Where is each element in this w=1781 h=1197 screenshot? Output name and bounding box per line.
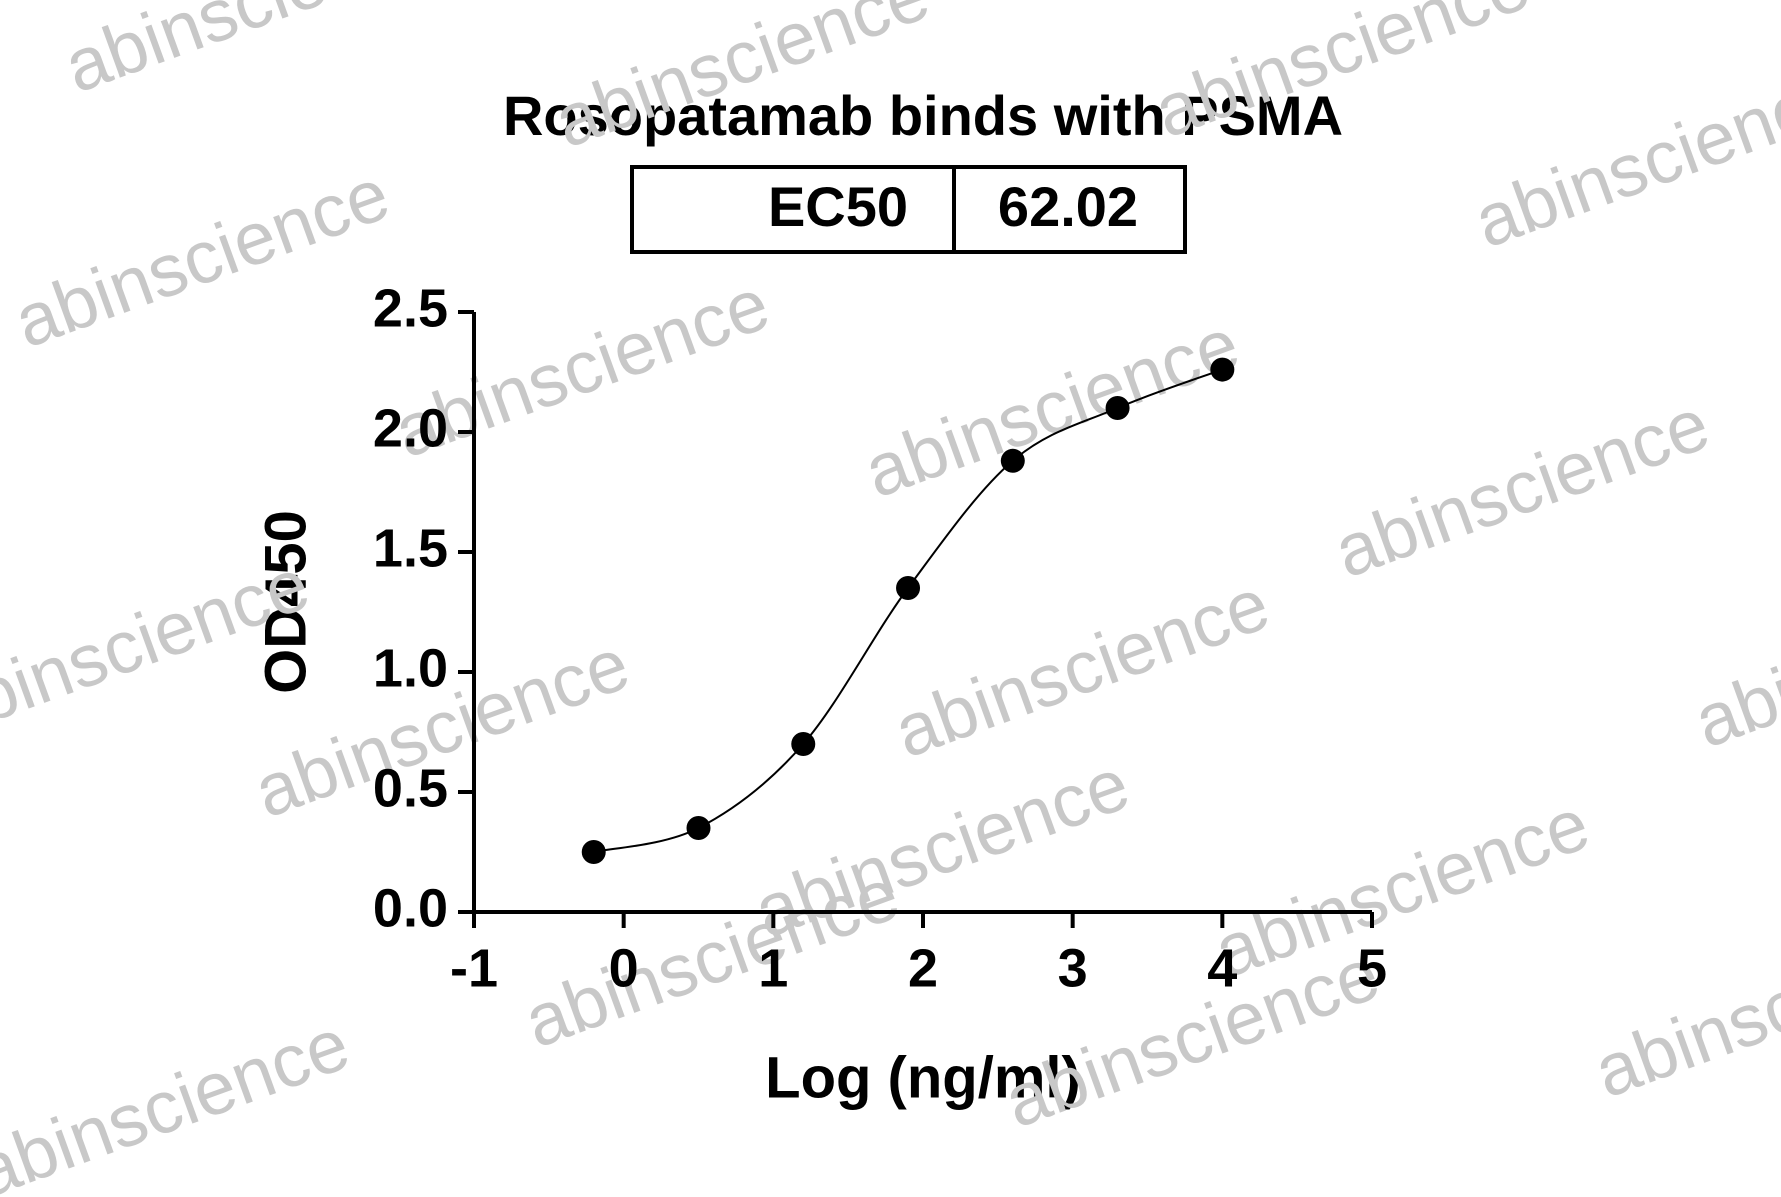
y-tick-label: 1.0 xyxy=(373,638,448,698)
x-axis-label: Log (ng/ml) xyxy=(765,1045,1081,1110)
data-point xyxy=(1210,357,1235,382)
watermark: abinscience xyxy=(1684,552,1781,764)
y-axis-label: OD450 xyxy=(253,510,318,694)
watermark: abinscience xyxy=(54,0,450,108)
y-tick-label: 1.5 xyxy=(373,518,448,578)
watermark: abinscience xyxy=(0,1002,359,1197)
x-tick-label: 4 xyxy=(1207,938,1237,998)
y-tick-label: 0.0 xyxy=(373,878,448,938)
y-tick-label: 2.5 xyxy=(373,278,448,338)
data-point xyxy=(896,576,921,600)
chart-title: Rosopatamab binds with PSMA xyxy=(503,84,1343,147)
watermark: abinscience xyxy=(994,932,1390,1144)
data-point xyxy=(791,732,816,756)
ec50-label: EC50 xyxy=(768,175,908,238)
watermark: abinscience xyxy=(1204,782,1600,994)
ec50-box xyxy=(630,165,1187,254)
y-tick-label: 0.5 xyxy=(373,758,448,818)
data-point xyxy=(1105,396,1130,420)
x-tick-label: 0 xyxy=(609,938,639,998)
watermark: abinscience xyxy=(884,562,1280,774)
x-tick-label: -1 xyxy=(450,938,498,998)
data-point xyxy=(686,816,711,840)
x-tick-label: 2 xyxy=(908,938,938,998)
watermark: abinscience xyxy=(514,852,910,1064)
data-point xyxy=(581,840,606,864)
watermark: abinscience xyxy=(4,152,400,364)
data-point xyxy=(1000,448,1025,473)
x-tick-label: 3 xyxy=(1058,938,1088,998)
watermark: abinscience xyxy=(1464,52,1781,264)
watermark: abinscience xyxy=(1324,382,1720,594)
watermark: abinscience xyxy=(1584,902,1781,1114)
watermark: abinscience xyxy=(854,302,1250,514)
y-tick-label: 2.0 xyxy=(373,398,448,458)
ec50-value: 62.02 xyxy=(998,175,1138,238)
x-tick-label: 1 xyxy=(758,938,788,998)
x-tick-label: 5 xyxy=(1357,938,1387,998)
